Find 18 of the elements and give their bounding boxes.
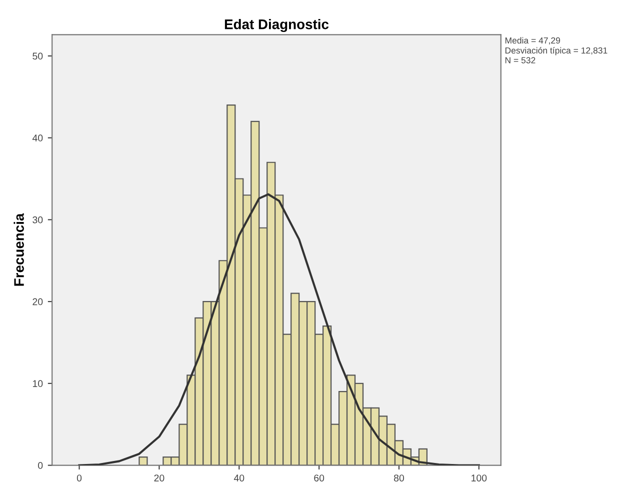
- x-tick-label: 0: [76, 474, 82, 482]
- x-tick-label: 20: [154, 474, 164, 482]
- y-tick-label: 20: [32, 298, 43, 306]
- text: Desviación típica = 12,831: [505, 47, 608, 56]
- chart-title: Edat Diagnostic: [224, 19, 329, 32]
- y-tick-label: 10: [32, 380, 43, 388]
- y-axis-title: Frecuencia: [14, 213, 24, 286]
- y-tick-label: 50: [32, 52, 43, 60]
- y-tick-label: 30: [32, 216, 43, 224]
- y-tick-label: 40: [32, 134, 43, 142]
- text: N = 532: [505, 57, 536, 64]
- x-tick-label: 80: [394, 474, 404, 482]
- y-tick-label: 0: [38, 462, 43, 469]
- text: Media = 47,29: [505, 37, 560, 45]
- x-tick-label: 60: [314, 474, 324, 482]
- line-series: [78, 193, 480, 466]
- x-tick-label: 100: [472, 474, 487, 482]
- x-tick-label: 40: [234, 474, 244, 482]
